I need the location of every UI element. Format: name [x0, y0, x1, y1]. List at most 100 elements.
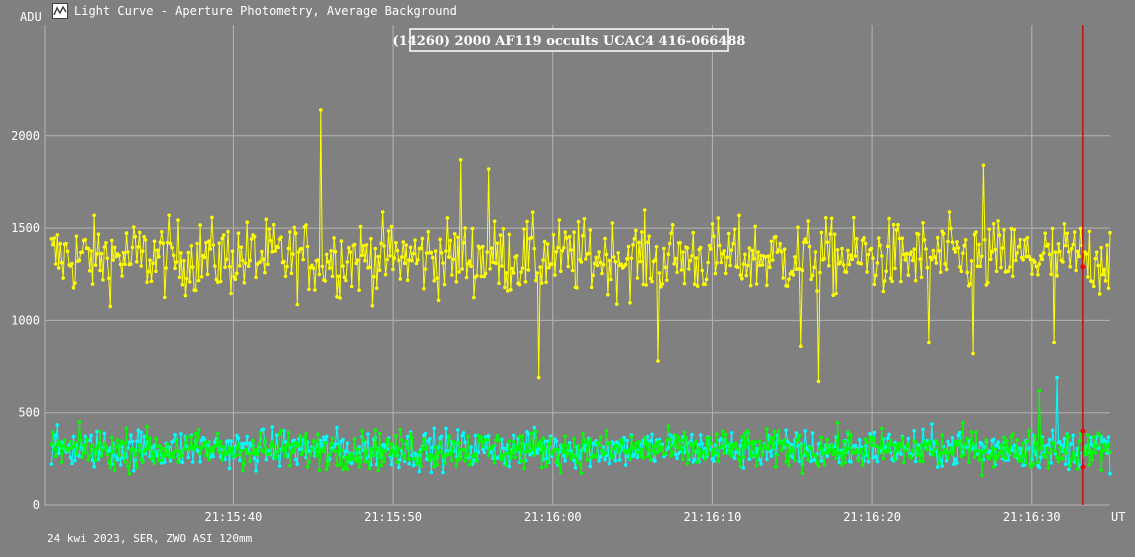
data-point	[753, 440, 757, 444]
data-point	[511, 433, 516, 438]
data-point	[1002, 435, 1006, 440]
data-point	[330, 274, 335, 279]
data-point	[1049, 461, 1053, 465]
data-point	[74, 452, 79, 456]
data-point	[463, 226, 467, 230]
data-point	[847, 446, 852, 451]
data-point	[463, 459, 467, 463]
data-point	[694, 256, 699, 260]
data-point	[426, 229, 431, 234]
data-point	[55, 423, 60, 427]
data-point	[241, 468, 245, 473]
data-point	[448, 238, 453, 243]
data-point	[725, 255, 729, 260]
data-point	[589, 285, 594, 290]
data-point	[747, 246, 752, 250]
data-point	[436, 298, 441, 303]
data-point	[732, 227, 737, 232]
data-point	[189, 244, 194, 248]
data-point	[142, 450, 146, 454]
data-point	[473, 452, 478, 456]
data-point	[143, 447, 148, 452]
data-point	[1027, 428, 1031, 433]
data-point	[202, 440, 207, 445]
data-point	[943, 262, 947, 266]
data-point	[829, 443, 834, 448]
data-point	[211, 243, 216, 247]
data-point	[189, 435, 194, 439]
data-point	[723, 432, 728, 437]
data-point	[816, 379, 821, 384]
data-point	[1011, 274, 1015, 279]
data-point	[947, 210, 952, 214]
data-point	[832, 232, 837, 237]
data-point	[729, 454, 734, 458]
data-point	[511, 440, 516, 444]
data-point	[333, 442, 338, 446]
data-point	[375, 447, 379, 452]
data-point	[794, 431, 799, 435]
data-point	[243, 447, 248, 452]
data-point	[991, 465, 996, 469]
data-point	[305, 244, 310, 249]
data-point	[336, 444, 341, 448]
series-1	[49, 108, 1112, 384]
data-point	[994, 457, 999, 461]
data-point	[563, 434, 567, 439]
data-point	[349, 461, 354, 466]
data-point	[956, 246, 961, 250]
data-point	[392, 256, 397, 260]
data-point	[517, 434, 522, 439]
data-point	[1065, 231, 1070, 236]
data-point	[313, 439, 317, 444]
data-point	[241, 258, 245, 263]
data-point	[645, 240, 650, 245]
data-point	[211, 454, 216, 459]
data-point	[110, 435, 114, 440]
data-point	[263, 438, 267, 442]
data-point	[835, 421, 840, 425]
data-point	[486, 167, 491, 171]
data-point	[226, 229, 230, 234]
data-point	[460, 267, 465, 271]
data-point	[425, 457, 429, 462]
data-point	[853, 254, 858, 258]
data-point	[666, 445, 671, 450]
data-point	[77, 454, 82, 459]
data-point	[121, 441, 126, 446]
data-point	[940, 433, 944, 437]
data-point	[407, 457, 412, 462]
data-point	[506, 289, 510, 293]
data-point	[576, 443, 581, 448]
data-point	[930, 422, 934, 426]
data-point	[844, 448, 849, 453]
data-point	[420, 446, 425, 450]
data-point	[840, 246, 844, 251]
data-point	[413, 457, 417, 461]
data-point	[691, 450, 696, 455]
data-point	[751, 257, 756, 261]
data-point	[90, 458, 95, 463]
data-point	[849, 460, 853, 464]
data-point	[136, 448, 141, 453]
data-point	[1030, 457, 1034, 462]
data-point	[188, 446, 192, 450]
data-point	[601, 445, 606, 449]
data-point	[402, 459, 407, 464]
data-point	[910, 448, 915, 453]
data-point	[170, 451, 174, 455]
data-point	[641, 455, 646, 460]
data-point	[791, 449, 796, 454]
data-point	[401, 240, 406, 244]
data-point	[441, 455, 445, 459]
data-point	[539, 281, 544, 285]
data-point	[118, 442, 123, 446]
data-point	[1008, 451, 1012, 455]
data-point	[793, 458, 797, 463]
data-point	[834, 291, 838, 296]
data-point	[49, 442, 54, 446]
data-point	[164, 451, 168, 456]
data-point	[871, 256, 875, 260]
data-point	[716, 459, 721, 464]
